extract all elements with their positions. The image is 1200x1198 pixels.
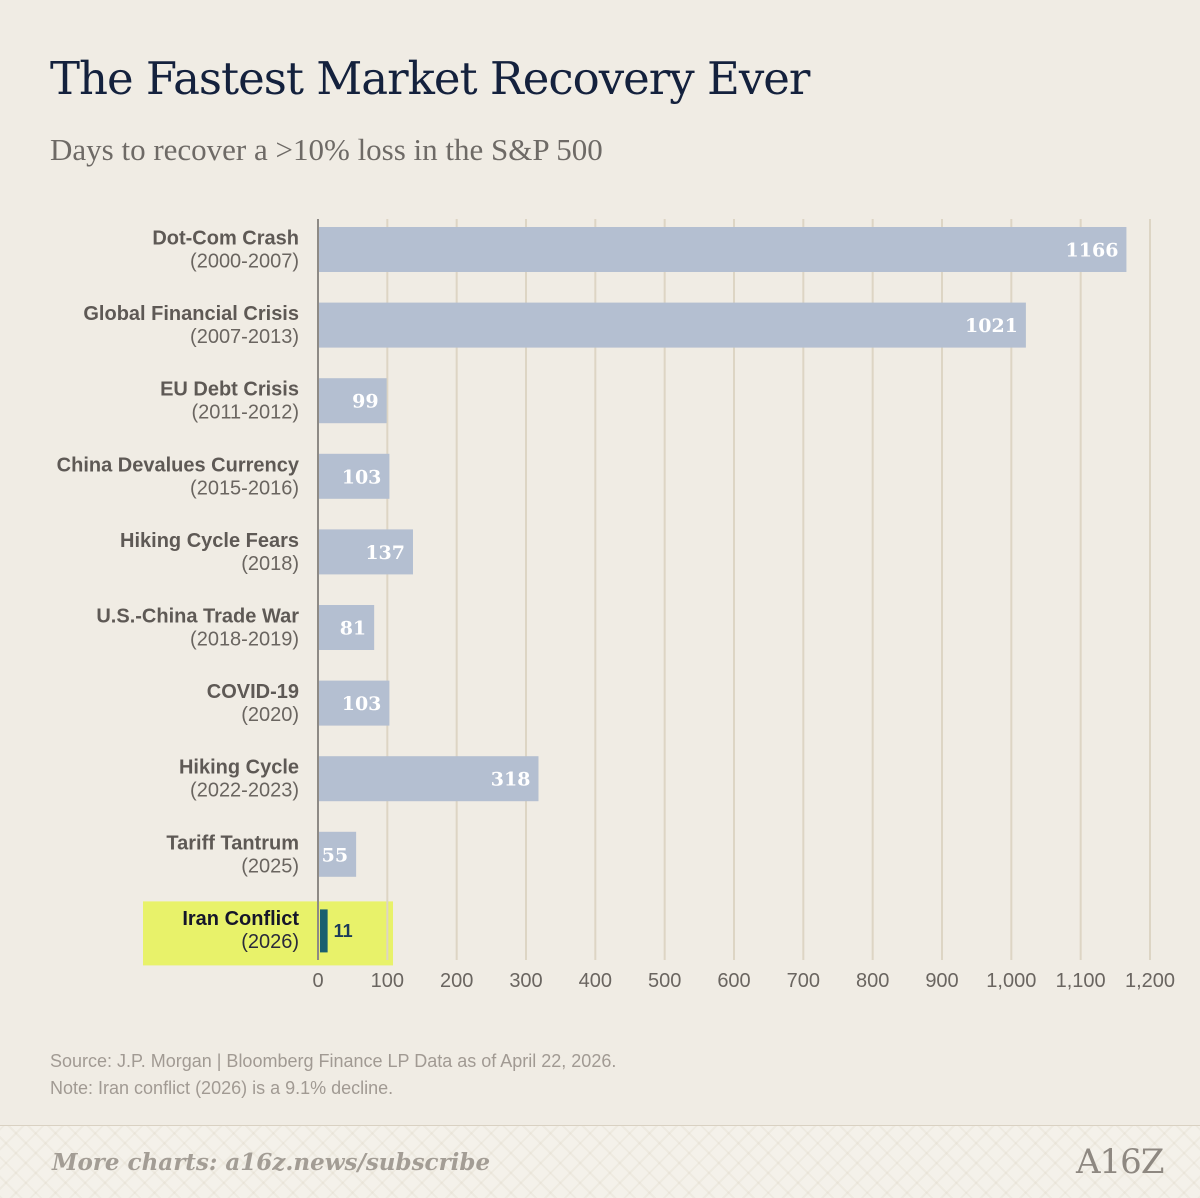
x-tick-label: 1,200 (1125, 970, 1175, 992)
x-tick-label: 800 (856, 970, 889, 992)
category-years: (2000-2007) (190, 251, 299, 273)
footer-band (0, 1125, 1200, 1198)
bar-highlight (320, 909, 328, 953)
bar (318, 378, 387, 424)
category-years: (2015-2016) (190, 477, 299, 499)
x-tick-label: 500 (648, 970, 681, 992)
value-label: 103 (342, 693, 382, 715)
value-label: 81 (340, 618, 366, 640)
x-tick-label: 1,000 (986, 970, 1036, 992)
bar (318, 680, 390, 726)
category-years: (2007-2013) (190, 326, 299, 348)
value-label: 137 (365, 542, 405, 564)
category-years: (2020) (241, 704, 299, 726)
category-name: Iran Conflict (182, 908, 299, 930)
category-name: U.S.-China Trade War (96, 606, 299, 628)
bar (318, 529, 413, 575)
x-tick-label: 100 (371, 970, 404, 992)
x-tick-label: 300 (509, 970, 542, 992)
bar (318, 453, 390, 499)
category-years: (2026) (241, 931, 299, 953)
value-label: 103 (342, 466, 382, 488)
value-labels: 1166 1021 99 103 137 81 103 318 55 11 (322, 240, 1119, 941)
category-years: (2025) (241, 855, 299, 877)
category-years: (2018) (241, 553, 299, 575)
bar-chart: Dot-Com Crash(2000-2007) Global Financial… (57, 219, 1175, 992)
x-tick-label: 600 (717, 970, 750, 992)
x-tick-label: 900 (925, 970, 958, 992)
x-tick-label: 700 (787, 970, 820, 992)
category-years: (2011-2012) (192, 402, 299, 424)
category-name: China Devalues Currency (57, 454, 300, 476)
bar (318, 605, 375, 650)
bar (318, 227, 1127, 272)
bar (318, 302, 1026, 348)
category-name: Global Financial Crisis (83, 303, 299, 325)
x-tick-label: 200 (440, 970, 473, 992)
x-tick-label: 400 (579, 970, 612, 992)
x-tick-label: 1,100 (1056, 970, 1106, 992)
category-name: Dot-Com Crash (152, 228, 299, 250)
value-label: 1021 (965, 315, 1018, 337)
bar (318, 756, 539, 802)
category-years: (2018-2019) (190, 629, 299, 651)
highlight-layer (143, 901, 393, 966)
value-label: 1166 (1066, 240, 1119, 262)
category-name: Hiking Cycle (179, 757, 299, 779)
subscribe-link[interactable]: More charts: a16z.news/subscribe (52, 1149, 491, 1176)
value-label: 318 (491, 769, 531, 791)
value-label: 11 (334, 921, 353, 941)
category-labels: Dot-Com Crash(2000-2007) Global Financial… (57, 228, 300, 953)
highlight-box (143, 901, 393, 966)
bar (318, 831, 357, 877)
x-tick-label: 0 (312, 970, 323, 992)
category-years: (2022-2023) (190, 780, 299, 802)
a16z-logo: A16Z (1076, 1142, 1164, 1182)
value-label: 55 (322, 844, 348, 866)
x-axis-ticks: 0 100 200 300 400 500 600 700 800 900 1,000 1,100 1,… (312, 970, 1175, 992)
category-name: Tariff Tantrum (166, 832, 299, 854)
value-label: 99 (352, 391, 378, 413)
chart-title: The Fastest Market Recovery Ever (50, 52, 810, 105)
source-note: Source: J.P. Morgan | Bloomberg Finance … (50, 1051, 617, 1071)
category-name: EU Debt Crisis (160, 379, 299, 401)
bars (318, 227, 1127, 953)
category-name: COVID-19 (207, 681, 299, 703)
category-name: Hiking Cycle Fears (120, 530, 299, 552)
chart-subtitle: Days to recover a >10% loss in the S&P 5… (50, 132, 603, 167)
decline-note: Note: Iran conflict (2026) is a 9.1% dec… (50, 1078, 394, 1098)
